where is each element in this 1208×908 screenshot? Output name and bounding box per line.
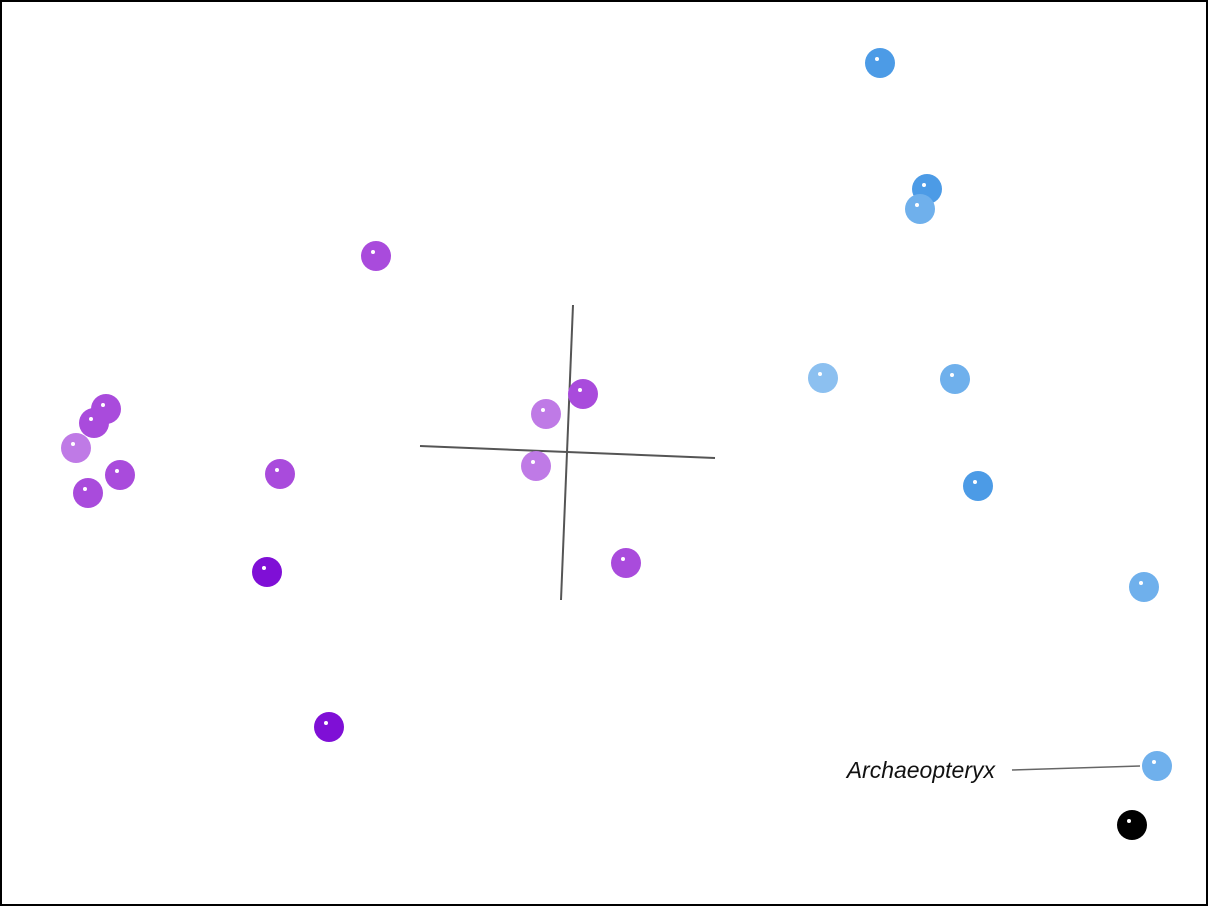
point-highlight (875, 57, 879, 61)
data-point (314, 712, 344, 742)
point-highlight (818, 372, 822, 376)
point-marker (963, 471, 993, 501)
point-highlight (531, 460, 535, 464)
point-marker (361, 241, 391, 271)
data-point (73, 478, 103, 508)
point-marker (865, 48, 895, 78)
data-point (531, 399, 561, 429)
point-marker (1129, 572, 1159, 602)
point-highlight (578, 388, 582, 392)
point-marker (252, 557, 282, 587)
point-marker (1142, 751, 1172, 781)
point-marker (1117, 810, 1147, 840)
data-point (361, 241, 391, 271)
point-highlight (275, 468, 279, 472)
data-point (1129, 572, 1159, 602)
point-highlight (89, 417, 93, 421)
point-highlight (1127, 819, 1131, 823)
vertical-axis-line (560, 304, 574, 601)
data-point (808, 363, 838, 393)
point-marker (314, 712, 344, 742)
data-point (1117, 810, 1147, 840)
data-point (905, 194, 935, 224)
point-marker (940, 364, 970, 394)
annotation-leader-line (1011, 765, 1141, 771)
point-marker (61, 433, 91, 463)
point-marker (568, 379, 598, 409)
data-point (963, 471, 993, 501)
data-point (521, 451, 551, 481)
point-highlight (71, 442, 75, 446)
point-highlight (1152, 760, 1156, 764)
data-point (611, 548, 641, 578)
data-points (61, 48, 1172, 840)
data-point (79, 408, 109, 438)
point-marker (808, 363, 838, 393)
point-highlight (83, 487, 87, 491)
data-point (940, 364, 970, 394)
point-highlight (915, 203, 919, 207)
point-highlight (1139, 581, 1143, 585)
data-point (105, 460, 135, 490)
point-marker (611, 548, 641, 578)
center-axes (419, 304, 716, 601)
point-highlight (922, 183, 926, 187)
point-highlight (262, 566, 266, 570)
point-highlight (541, 408, 545, 412)
annotation-label: Archaeopteryx (845, 757, 997, 783)
point-marker (531, 399, 561, 429)
point-marker (265, 459, 295, 489)
data-point (1142, 751, 1172, 781)
data-point (61, 433, 91, 463)
point-highlight (115, 469, 119, 473)
point-marker (79, 408, 109, 438)
point-marker (905, 194, 935, 224)
data-point (865, 48, 895, 78)
point-highlight (950, 373, 954, 377)
annotations: Archaeopteryx (845, 757, 1141, 783)
point-marker (105, 460, 135, 490)
data-point (265, 459, 295, 489)
point-highlight (621, 557, 625, 561)
point-highlight (973, 480, 977, 484)
point-marker (521, 451, 551, 481)
point-highlight (101, 403, 105, 407)
point-highlight (371, 250, 375, 254)
point-marker (73, 478, 103, 508)
data-point (252, 557, 282, 587)
point-highlight (324, 721, 328, 725)
data-point (568, 379, 598, 409)
